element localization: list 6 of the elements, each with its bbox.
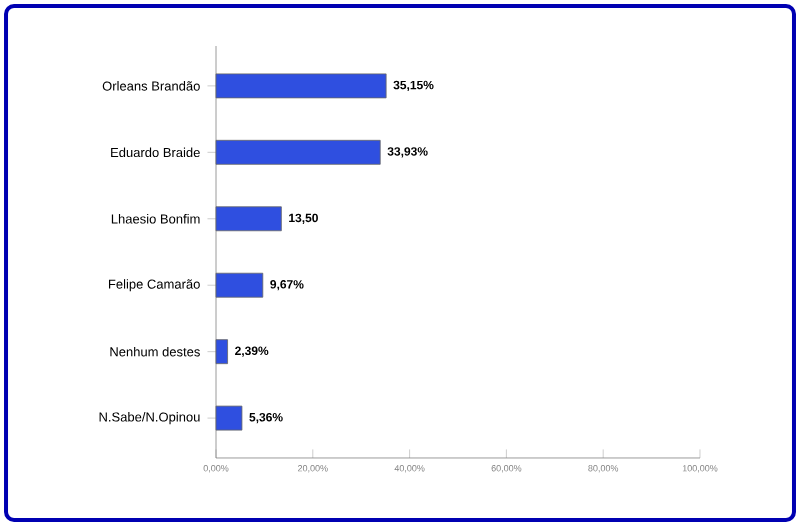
bar bbox=[215, 339, 228, 365]
bar bbox=[215, 405, 243, 431]
bar bbox=[215, 139, 381, 165]
bar bbox=[215, 206, 282, 232]
bar bbox=[215, 73, 387, 99]
bar bbox=[215, 272, 264, 298]
